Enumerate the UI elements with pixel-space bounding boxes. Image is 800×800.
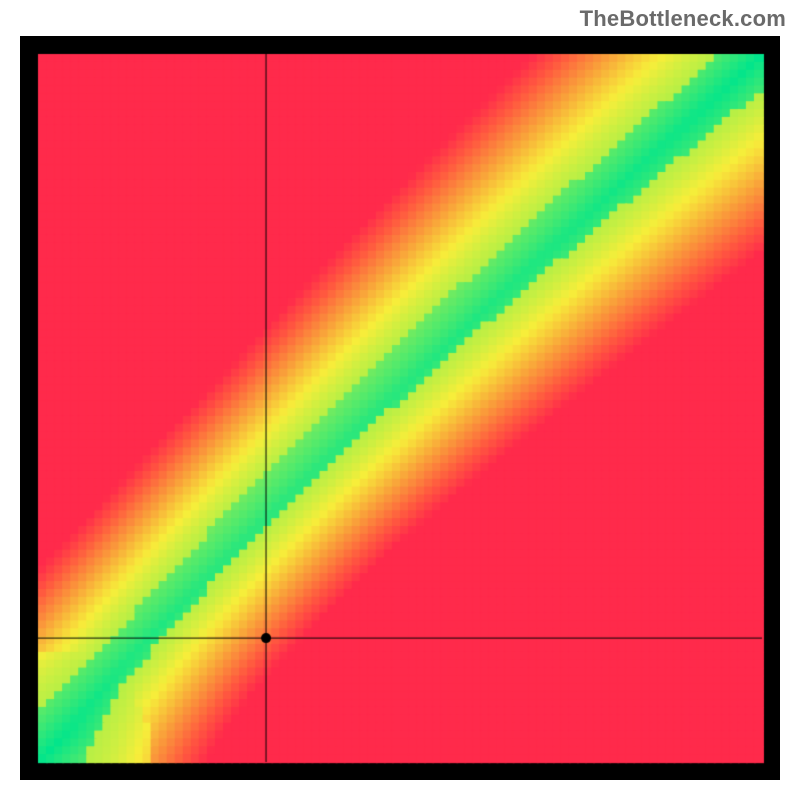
watermark-text: TheBottleneck.com (580, 6, 786, 32)
heatmap-canvas (20, 36, 780, 780)
bottleneck-heatmap-chart (20, 36, 780, 780)
